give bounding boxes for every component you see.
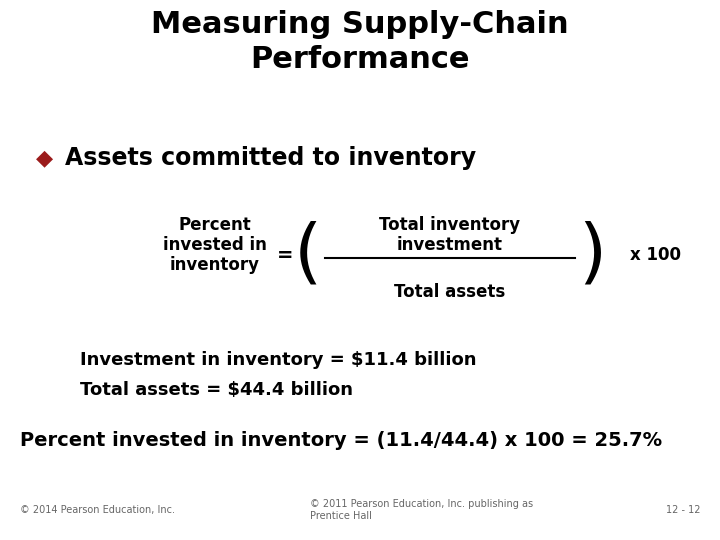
Text: invested in: invested in [163, 236, 267, 254]
Text: x 100: x 100 [630, 246, 681, 264]
Text: Total inventory: Total inventory [379, 216, 521, 234]
Text: © 2014 Pearson Education, Inc.: © 2014 Pearson Education, Inc. [20, 505, 175, 515]
Text: © 2011 Pearson Education, Inc. publishing as
Prentice Hall: © 2011 Pearson Education, Inc. publishin… [310, 499, 533, 521]
Text: 12 - 12: 12 - 12 [665, 505, 700, 515]
Text: Assets committed to inventory: Assets committed to inventory [65, 146, 476, 170]
Text: inventory: inventory [170, 256, 260, 274]
Text: (: ( [294, 220, 322, 289]
Text: Percent invested in inventory = (11.4/44.4) x 100 = 25.7%: Percent invested in inventory = (11.4/44… [20, 430, 662, 449]
Text: Total assets = $44.4 billion: Total assets = $44.4 billion [80, 381, 353, 399]
Text: ): ) [578, 220, 606, 289]
Text: Measuring Supply-Chain
Performance: Measuring Supply-Chain Performance [151, 10, 569, 74]
Text: =: = [276, 246, 293, 265]
Text: Percent: Percent [179, 216, 251, 234]
Text: Total assets: Total assets [395, 283, 505, 301]
Text: ◆: ◆ [37, 148, 53, 168]
Text: Investment in inventory = $11.4 billion: Investment in inventory = $11.4 billion [80, 351, 477, 369]
Text: investment: investment [397, 236, 503, 254]
